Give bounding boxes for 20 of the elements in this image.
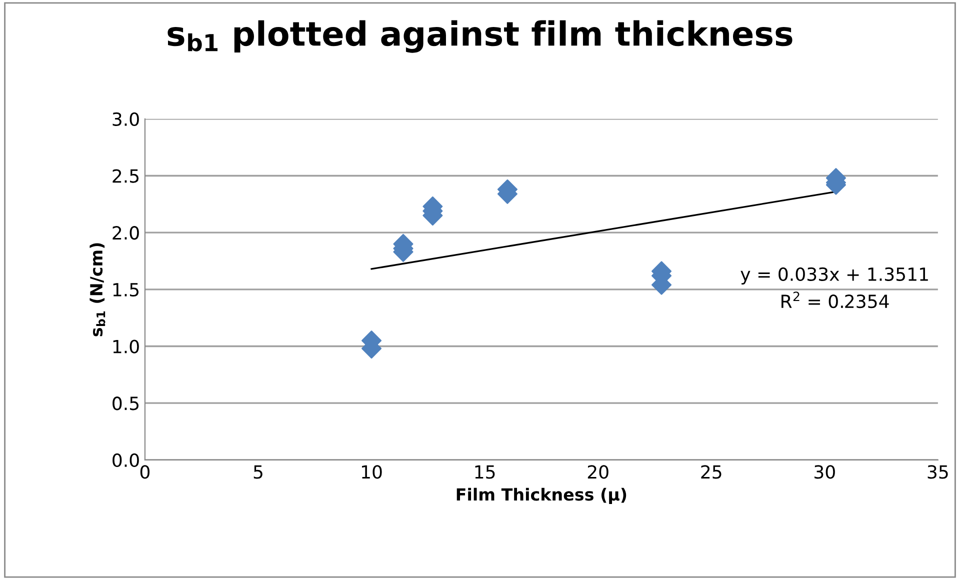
y-axis-title: s$_{b1}$ (N/cm): [90, 243, 106, 336]
x-axis-title: Film Thickness (μ): [456, 488, 626, 504]
x-tick-label: 5: [254, 465, 262, 479]
x-tick-label: 20: [588, 465, 608, 479]
annotation: R$^{2}$ = 0.2354: [782, 292, 889, 308]
x-tick-label: 0: [140, 465, 150, 479]
y-tick-label: 2.5: [112, 169, 139, 183]
y-tick-label: 1.5: [113, 283, 139, 297]
x-tick-label: 25: [701, 465, 722, 479]
x-tick-label: 10: [362, 465, 382, 479]
x-tick-label: 15: [475, 465, 495, 479]
y-tick-label: 0.5: [112, 396, 139, 410]
x-tick-label: 30: [814, 465, 835, 479]
x-tick-label: 35: [928, 465, 948, 479]
chart-title: s$_{b1}$ plotted against film thickness: [168, 20, 792, 53]
y-tick-label: 3.0: [112, 112, 139, 126]
annotation: y = 0.033x + 1.3511: [740, 267, 928, 285]
y-tick-label: 1.0: [113, 340, 139, 354]
y-tick-label: 2.0: [112, 226, 139, 240]
y-tick-label: 0.0: [112, 453, 139, 468]
